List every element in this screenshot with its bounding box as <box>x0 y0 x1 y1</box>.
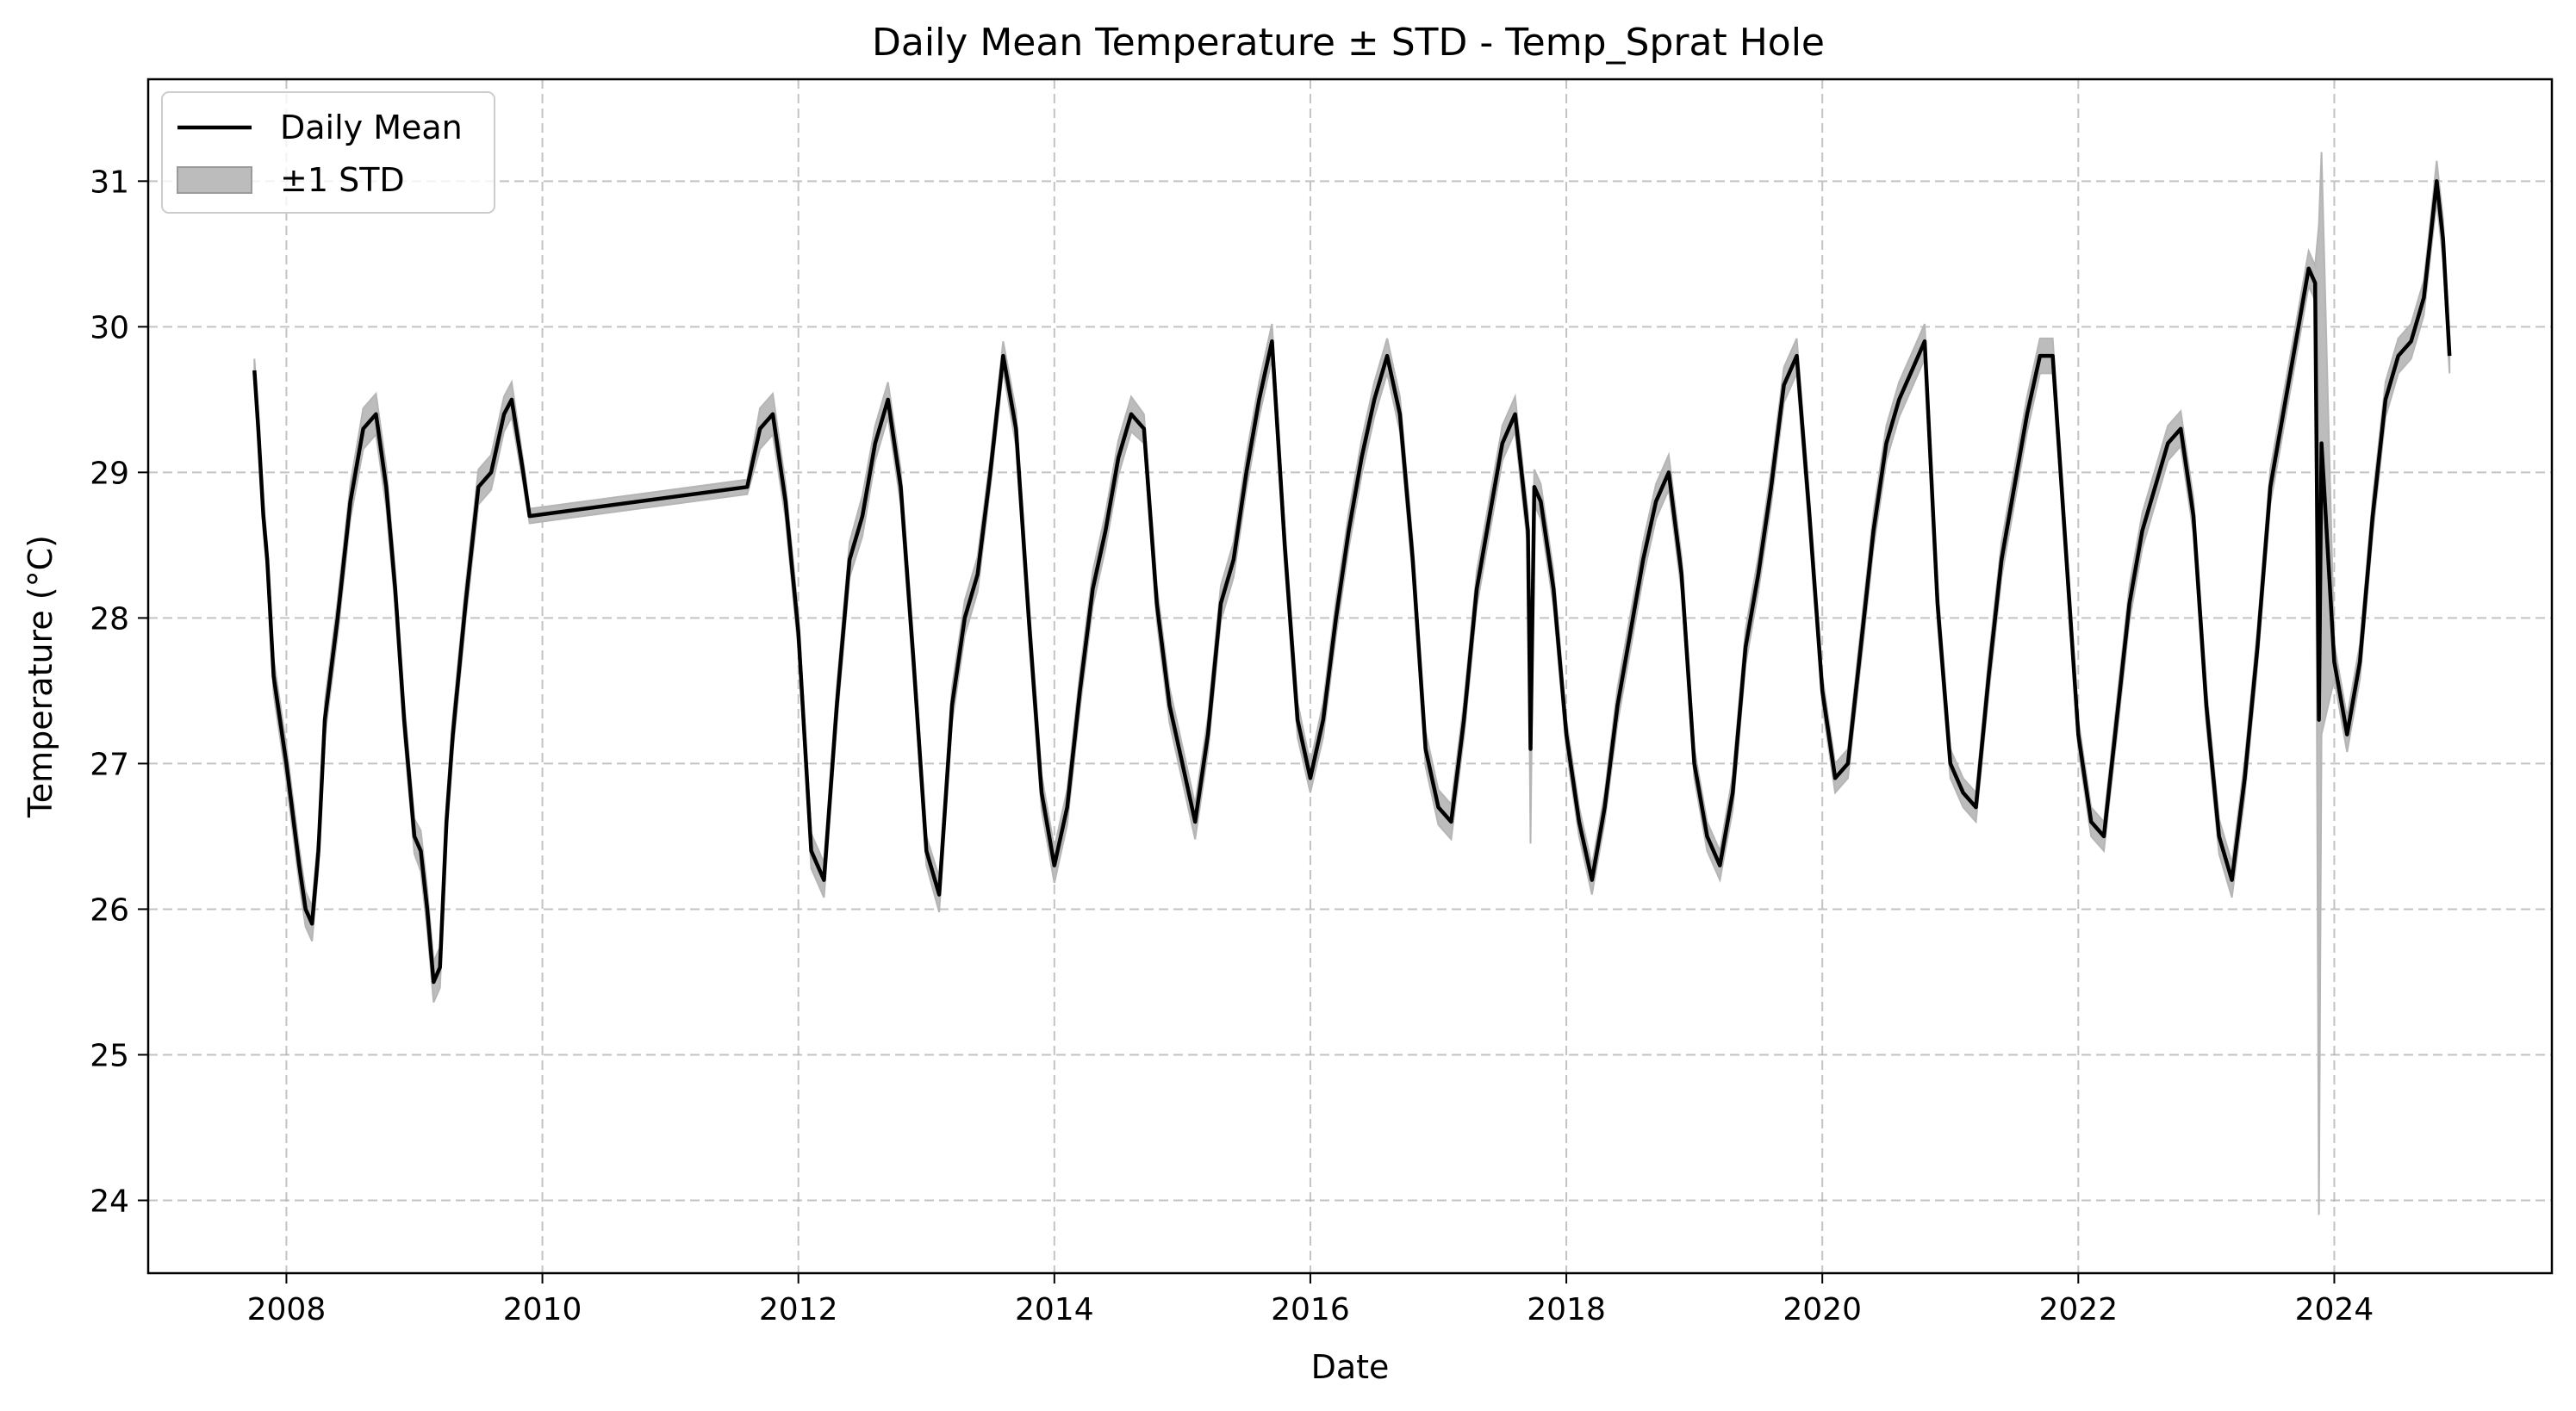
y-axis-label: Temperature (°C) <box>22 535 59 818</box>
legend-label-std: ±1 STD <box>280 161 405 199</box>
legend-label-daily-mean: Daily Mean <box>280 109 463 146</box>
daily-mean-line-group <box>252 179 2452 985</box>
x-axis-label: Date <box>1311 1348 1390 1386</box>
x-tick-label: 2008 <box>247 1292 327 1327</box>
y-tick-label: 28 <box>90 601 129 637</box>
y-axis-ticks: 24 25 26 27 28 29 30 31 <box>90 165 148 1219</box>
x-tick-label: 2016 <box>1271 1292 1350 1327</box>
legend-std-swatch <box>177 166 252 194</box>
y-tick-label: 26 <box>90 892 129 928</box>
x-axis-ticks: 2008 2010 2012 2014 2016 2018 2020 2022 2024 <box>247 1273 2374 1327</box>
y-tick-label: 29 <box>90 456 129 491</box>
chart-title: Daily Mean Temperature ± STD - Temp_Spra… <box>872 21 1825 65</box>
x-tick-label: 2018 <box>1527 1292 1606 1327</box>
y-tick-label: 27 <box>90 747 129 782</box>
y-tick-label: 24 <box>90 1184 129 1219</box>
grid-lines <box>148 79 2552 1273</box>
x-tick-label: 2012 <box>759 1292 838 1327</box>
legend: Daily Mean ±1 STD <box>161 91 495 214</box>
y-tick-label: 25 <box>90 1038 129 1073</box>
x-tick-label: 2020 <box>1783 1292 1862 1327</box>
x-tick-label: 2010 <box>503 1292 582 1327</box>
x-tick-label: 2022 <box>2039 1292 2119 1327</box>
plot-area-frame <box>146 78 2554 1275</box>
daily-mean-line <box>252 179 2452 985</box>
x-tick-label: 2014 <box>1015 1292 1094 1327</box>
x-tick-label: 2024 <box>2295 1292 2374 1327</box>
y-tick-label: 31 <box>90 165 129 200</box>
y-tick-label: 30 <box>90 310 129 345</box>
